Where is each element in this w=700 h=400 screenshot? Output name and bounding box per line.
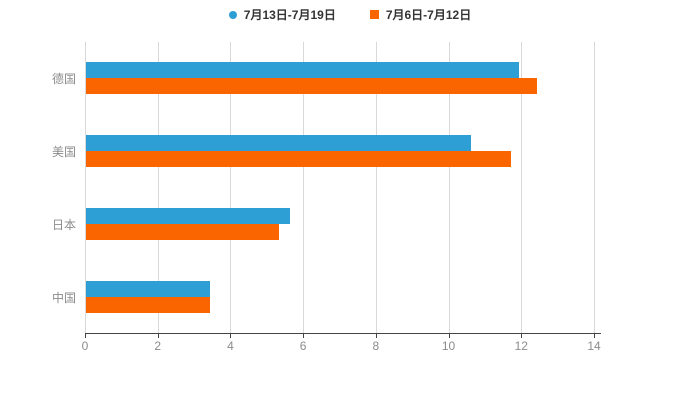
legend-circle-marker-icon [228,10,237,19]
x-axis-tick-label: 0 [81,339,89,353]
x-axis-tick-mark [521,333,523,338]
x-axis-line [85,333,601,334]
x-axis-tick-mark [230,333,232,338]
bar-blue [86,62,519,79]
x-axis-tick-label: 6 [299,339,307,353]
legend-item-week2[interactable]: 7月13日-7月19日 [228,6,336,23]
bar-blue [86,207,290,224]
x-axis-tick-label: 4 [227,339,234,353]
bar-orange [86,296,210,313]
legend: 7月13日-7月19日 7月6日-7月12日 [0,6,700,23]
gridline [157,42,159,333]
plot-area [85,42,600,333]
gridline [521,42,523,333]
x-axis-tick-label: 8 [372,339,380,353]
gridline [85,42,86,333]
bar-blue [86,135,472,152]
legend-item-week1[interactable]: 7月6日-7月12日 [369,6,472,23]
bar-orange [86,78,537,95]
x-axis-tick-label: 2 [154,339,162,353]
x-axis-tick-mark [157,333,159,338]
legend-label: 7月13日-7月19日 [243,8,336,22]
gridline [375,42,377,333]
x-axis-tick-label: 14 [587,339,601,353]
x-axis-tick-label: 10 [441,339,456,353]
bar-blue [86,280,210,297]
x-axis-tick-mark [375,333,377,338]
gridline [448,42,450,333]
y-axis-category-label: 德国 [51,72,76,87]
legend-square-marker-icon [369,10,379,19]
x-axis-tick-mark [448,333,450,338]
y-axis-category-label: 中国 [51,290,76,305]
y-axis-category-label: 美国 [51,145,76,160]
y-axis-category-label: 日本 [51,217,76,232]
x-axis-tick-mark [594,333,595,338]
gridline [230,42,232,333]
legend-label: 7月6日-7月12日 [385,8,472,22]
gridline [303,42,305,333]
bar-orange [86,223,279,240]
x-axis-tick-label: 12 [514,339,528,353]
bar-orange [86,151,512,168]
x-axis-tick-mark [85,333,86,338]
gridline [594,42,595,333]
x-axis-tick-mark [303,333,305,338]
